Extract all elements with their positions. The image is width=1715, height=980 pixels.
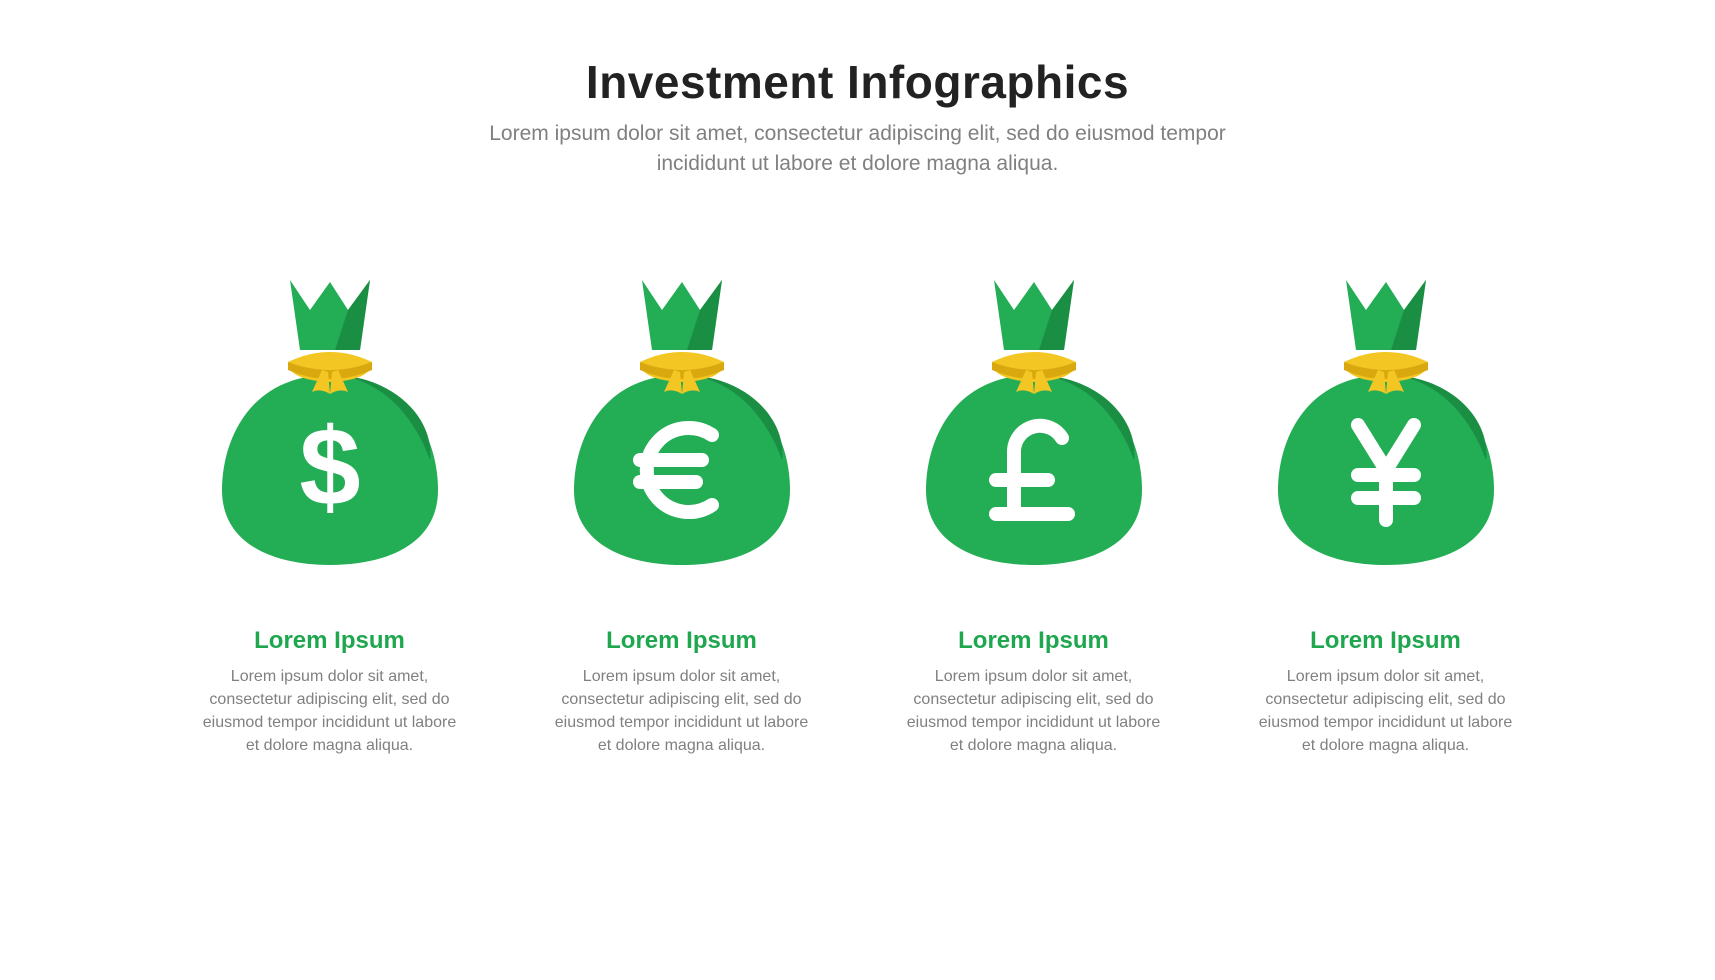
money-bag-icon (1261, 265, 1511, 575)
item-title: Lorem Ipsum (1310, 627, 1461, 655)
investment-item-pound: Lorem Ipsum Lorem ipsum dolor sit amet, … (894, 265, 1174, 758)
money-bag-icon (909, 265, 1159, 575)
item-title: Lorem Ipsum (254, 627, 405, 655)
investment-item-euro: Lorem Ipsum Lorem ipsum dolor sit amet, … (542, 265, 822, 758)
item-body: Lorem ipsum dolor sit amet, consectetur … (200, 665, 460, 758)
infographic-row: $ Lorem Ipsum Lorem ipsum dolor sit amet… (0, 265, 1715, 758)
investment-item-yen: Lorem Ipsum Lorem ipsum dolor sit amet, … (1246, 265, 1526, 758)
investment-item-dollar: $ Lorem Ipsum Lorem ipsum dolor sit amet… (190, 265, 470, 758)
svg-text:$: $ (299, 406, 360, 529)
item-title: Lorem Ipsum (606, 627, 757, 655)
item-body: Lorem ipsum dolor sit amet, consectetur … (552, 665, 812, 758)
page-title: Investment Infographics (586, 55, 1129, 109)
item-title: Lorem Ipsum (958, 627, 1109, 655)
page-subtitle: Lorem ipsum dolor sit amet, consectetur … (468, 119, 1248, 180)
item-body: Lorem ipsum dolor sit amet, consectetur … (904, 665, 1164, 758)
money-bag-icon: $ (205, 265, 455, 575)
money-bag-icon (557, 265, 807, 575)
dollar-icon: $ (299, 406, 360, 529)
item-body: Lorem ipsum dolor sit amet, consectetur … (1256, 665, 1516, 758)
